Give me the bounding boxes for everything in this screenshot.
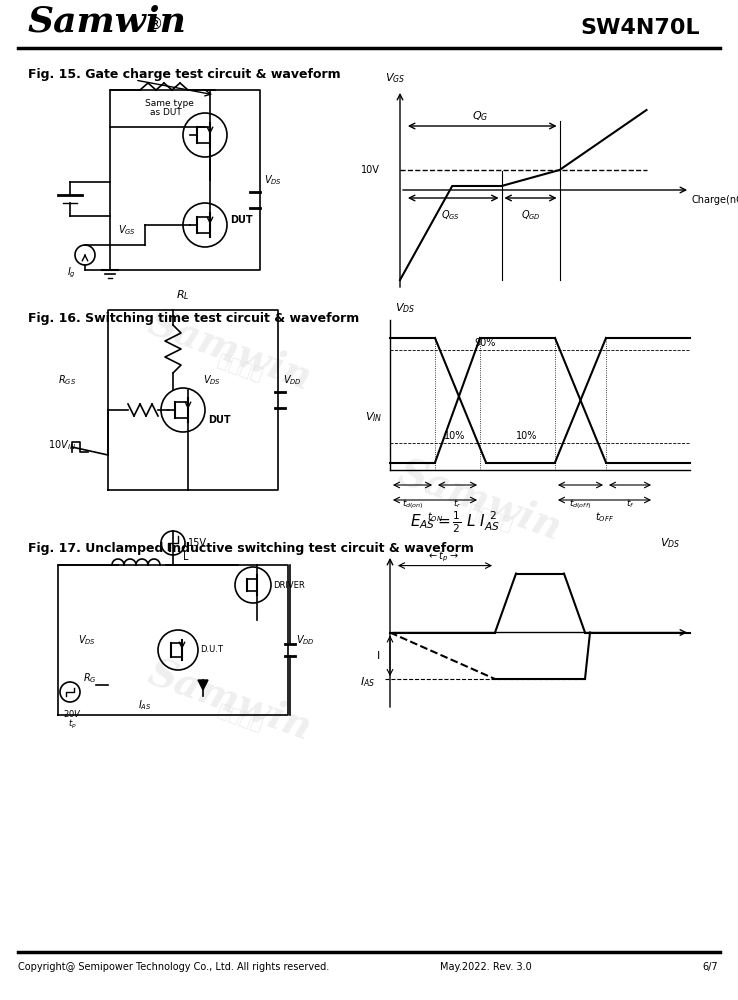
Text: $E_{AS} = \frac{1}{2}\ L\ I_{AS}^{\ 2}$: $E_{AS} = \frac{1}{2}\ L\ I_{AS}^{\ 2}$ bbox=[410, 509, 500, 535]
Text: I: I bbox=[377, 651, 380, 661]
Text: $V_{GS}$: $V_{GS}$ bbox=[385, 71, 405, 85]
Text: $V_{GS}$: $V_{GS}$ bbox=[118, 223, 136, 237]
Text: Samwin: Samwin bbox=[28, 4, 187, 38]
Text: Copyright@ Semipower Technology Co., Ltd. All rights reserved.: Copyright@ Semipower Technology Co., Ltd… bbox=[18, 962, 329, 972]
Text: $I_g$: $I_g$ bbox=[67, 266, 76, 280]
Text: $V_{DS}$: $V_{DS}$ bbox=[395, 301, 415, 315]
Text: Fig. 17. Unclamped Inductive switching test circuit & waveform: Fig. 17. Unclamped Inductive switching t… bbox=[28, 542, 474, 555]
Text: Samwin: Samwin bbox=[393, 453, 567, 547]
Text: $V_{DD}$: $V_{DD}$ bbox=[296, 633, 315, 647]
Text: Fig. 15. Gate charge test circuit & waveform: Fig. 15. Gate charge test circuit & wave… bbox=[28, 68, 341, 81]
Text: Fig. 16. Switching time test circuit & waveform: Fig. 16. Switching time test circuit & w… bbox=[28, 312, 359, 325]
Text: $R_{GS}$: $R_{GS}$ bbox=[58, 373, 76, 387]
Text: as DUT: as DUT bbox=[150, 108, 182, 117]
Text: L: L bbox=[183, 552, 188, 562]
Text: 90%: 90% bbox=[474, 338, 495, 348]
Text: $t_r$: $t_r$ bbox=[453, 497, 462, 510]
Text: $V_{DS}$: $V_{DS}$ bbox=[264, 173, 282, 187]
Text: $Q_{GS}$: $Q_{GS}$ bbox=[441, 208, 461, 222]
Text: $V_{DS}$: $V_{DS}$ bbox=[78, 633, 96, 647]
Text: $t_f$: $t_f$ bbox=[626, 497, 634, 510]
Text: 保护标识: 保护标识 bbox=[465, 501, 515, 535]
Text: $t_{ON}$: $t_{ON}$ bbox=[427, 510, 443, 524]
Text: $t_{OFF}$: $t_{OFF}$ bbox=[595, 510, 614, 524]
Text: $V_{IN}$: $V_{IN}$ bbox=[365, 411, 382, 424]
Text: 6/7: 6/7 bbox=[703, 962, 718, 972]
Text: DUT: DUT bbox=[208, 415, 230, 425]
Text: SW4N70L: SW4N70L bbox=[580, 18, 700, 38]
Text: $V_{DS}$: $V_{DS}$ bbox=[203, 373, 221, 387]
Text: May.2022. Rev. 3.0: May.2022. Rev. 3.0 bbox=[440, 962, 532, 972]
Text: $V_{DS}$: $V_{DS}$ bbox=[660, 536, 680, 550]
Text: $20V$: $20V$ bbox=[63, 708, 81, 719]
Text: $Q_{GD}$: $Q_{GD}$ bbox=[520, 208, 540, 222]
Text: $t_{d(on)}$: $t_{d(on)}$ bbox=[401, 497, 424, 511]
Text: 10%: 10% bbox=[444, 431, 466, 441]
Text: $I_{AS}$: $I_{AS}$ bbox=[138, 698, 151, 712]
Text: 10%: 10% bbox=[516, 431, 537, 441]
Text: $Q_G$: $Q_G$ bbox=[472, 109, 488, 123]
Text: $R_G$: $R_G$ bbox=[83, 671, 97, 685]
Text: Same type: Same type bbox=[145, 99, 194, 108]
Text: $R_L$: $R_L$ bbox=[176, 288, 190, 302]
Polygon shape bbox=[198, 680, 208, 690]
Text: $t_p$: $t_p$ bbox=[68, 718, 76, 731]
Text: DUT: DUT bbox=[230, 215, 252, 225]
Text: Samwin: Samwin bbox=[143, 653, 317, 747]
Text: Samwin: Samwin bbox=[143, 303, 317, 397]
Text: 保护标识: 保护标识 bbox=[215, 351, 266, 385]
Text: Charge(nC): Charge(nC) bbox=[692, 195, 738, 205]
Text: $I_{AS}$: $I_{AS}$ bbox=[360, 675, 376, 689]
Text: $10V_{IN}$: $10V_{IN}$ bbox=[48, 438, 76, 452]
Text: $\leftarrow t_p \rightarrow$: $\leftarrow t_p \rightarrow$ bbox=[427, 549, 458, 564]
Text: D.U.T: D.U.T bbox=[200, 646, 223, 654]
Text: $t_{d(off)}$: $t_{d(off)}$ bbox=[570, 497, 592, 511]
Text: DRIVER: DRIVER bbox=[273, 580, 305, 589]
Text: $V_{DD}$: $V_{DD}$ bbox=[283, 373, 302, 387]
Text: 保护标识: 保护标识 bbox=[215, 701, 266, 735]
Text: ®: ® bbox=[148, 17, 163, 32]
Text: 15V: 15V bbox=[188, 538, 207, 548]
Text: 10V: 10V bbox=[361, 165, 380, 175]
